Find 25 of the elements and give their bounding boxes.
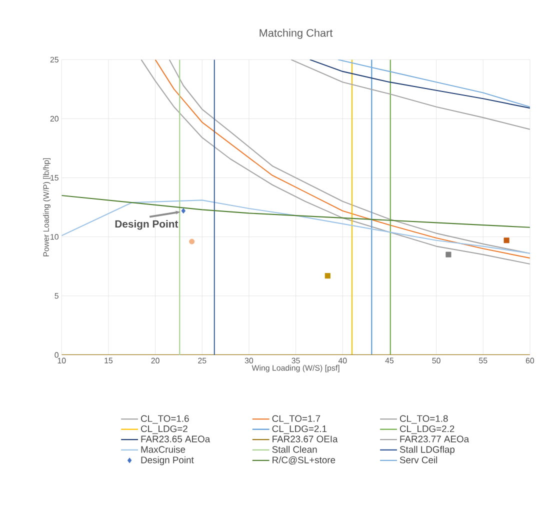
legend-label: CL_LDG=2 [141,425,188,434]
point [181,208,186,214]
legend-label: MaxCruise [141,446,186,453]
line-series [337,60,530,108]
point [504,238,510,244]
line-series [290,60,530,130]
legend-label: FAR23.65 AEOa [141,436,210,442]
legend-label: FAR23.77 AEOa [400,436,470,442]
legend-label: Stall Clean [272,446,317,453]
legend-label: Design Point [141,456,194,466]
legend-label: R/C@SL+store [272,456,336,465]
legend-label: Stall LDGflap [400,446,455,455]
legend-label: FAR23.67 OEIa [272,436,338,442]
legend-label: CL_TO=1.7 [272,415,320,424]
annotation: Design Point [115,220,178,230]
legend-label: CL_TO=1.6 [141,415,189,424]
legend-label: CL_LDG=2.2 [400,425,454,434]
point [324,273,330,279]
legend-label: CL_TO=1.8 [400,415,448,424]
line-series [309,60,530,109]
legend-label: Serv Ceil [400,456,438,464]
point [446,252,452,258]
legend-label: CL_LDG=2.1 [272,425,327,434]
chart-title: Matching Chart [260,28,333,39]
point [189,238,195,244]
